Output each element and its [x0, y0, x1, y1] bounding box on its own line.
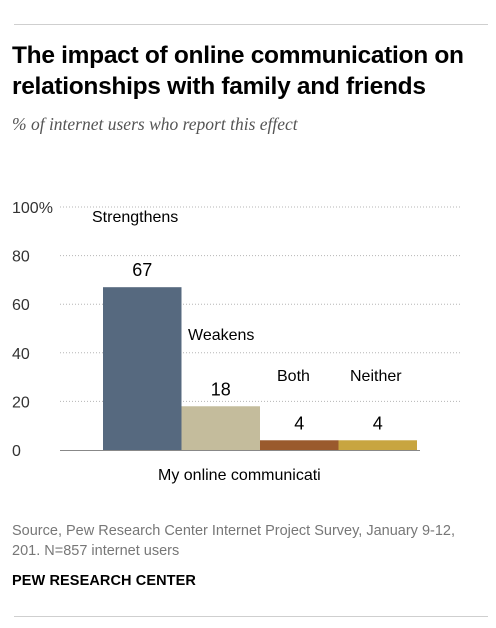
x-axis-label: My online communicati — [158, 467, 321, 484]
value-label: 4 — [294, 413, 304, 433]
category-label: Strengthens — [92, 209, 178, 226]
value-label: 4 — [373, 413, 383, 433]
category-label: Neither — [350, 368, 402, 385]
category-label: Both — [277, 368, 310, 385]
value-label: 67 — [132, 260, 152, 280]
bottom-rule — [14, 616, 488, 617]
brand-logo-text: PEW RESEARCH CENTER — [12, 573, 196, 589]
bar-both — [260, 440, 339, 450]
y-tick-label: 60 — [12, 297, 30, 314]
y-tick-label: 0 — [12, 443, 21, 460]
bar-chart: 0 20 40 60 80 100% Strengthens Weakens Both Neit… — [12, 200, 460, 484]
bar-strengthens — [103, 287, 182, 450]
y-tick-label: 100% — [12, 200, 53, 217]
chart-title: The impact of online communication on re… — [12, 42, 464, 100]
bar-neither — [338, 440, 417, 450]
value-label: 18 — [211, 379, 231, 399]
y-axis-ticks: 0 20 40 60 80 100% — [12, 200, 53, 460]
top-rule — [14, 24, 488, 25]
y-tick-label: 80 — [12, 249, 30, 266]
source-note: Source, Pew Research Center Internet Pro… — [12, 523, 456, 559]
bars — [103, 287, 417, 450]
y-tick-label: 40 — [12, 346, 30, 363]
chart-subtitle: % of internet users who report this effe… — [12, 114, 298, 134]
category-labels: Strengthens Weakens Both Neither — [92, 209, 402, 385]
y-tick-label: 20 — [12, 394, 30, 411]
category-label: Weakens — [188, 327, 254, 344]
value-labels: 67 18 4 4 — [132, 260, 383, 433]
bar-weakens — [181, 406, 260, 450]
